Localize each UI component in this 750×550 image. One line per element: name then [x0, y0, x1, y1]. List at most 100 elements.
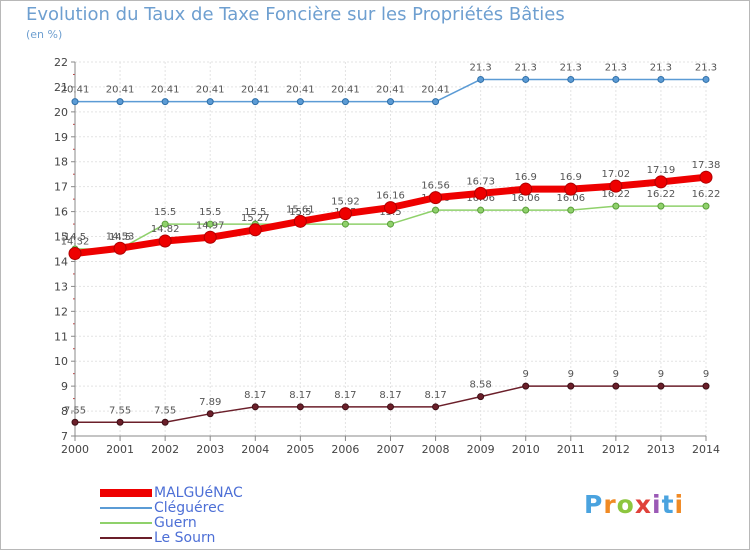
- data-point-3: [702, 382, 710, 390]
- data-label-3: 7.55: [109, 405, 131, 416]
- data-point-3: [387, 403, 394, 411]
- logo-letter: x: [634, 490, 652, 519]
- data-label-3: 9: [703, 369, 709, 380]
- data-point-2: [657, 202, 665, 210]
- data-point-0: [113, 241, 127, 255]
- data-point-1: [116, 98, 124, 106]
- x-tick-label: 2011: [557, 443, 585, 456]
- data-label-2: 16.22: [692, 189, 721, 200]
- x-tick-label: 2009: [467, 443, 495, 456]
- data-point-2: [341, 220, 349, 228]
- y-tick-label: 8: [61, 405, 68, 418]
- legend-label: Cléguérec: [154, 500, 225, 516]
- data-label-1: 21.3: [560, 62, 582, 73]
- x-tick-label: 2007: [377, 443, 405, 456]
- x-tick-label: 2001: [106, 443, 134, 456]
- data-label-1: 21.3: [470, 62, 492, 73]
- data-point-2: [161, 220, 169, 228]
- data-point-3: [116, 418, 124, 426]
- data-point-1: [567, 75, 575, 83]
- logo-letter: i: [674, 490, 685, 519]
- data-point-0: [519, 182, 533, 196]
- x-tick-label: 2004: [241, 443, 269, 456]
- data-label-0: 17.19: [647, 165, 676, 176]
- data-label-3: 9: [568, 369, 574, 380]
- y-tick-label: 22: [54, 56, 68, 69]
- y-tick-label: 13: [54, 280, 68, 293]
- data-point-1: [702, 75, 710, 83]
- data-label-1: 20.41: [286, 85, 315, 96]
- data-point-0: [654, 175, 668, 189]
- x-tick-label: 2014: [692, 443, 720, 456]
- y-tick-label: 11: [54, 330, 68, 343]
- data-point-2: [702, 202, 710, 210]
- data-label-2: 15.5: [244, 207, 266, 218]
- data-point-0: [564, 182, 578, 196]
- data-point-3: [477, 393, 485, 401]
- data-point-3: [161, 418, 169, 426]
- data-point-1: [612, 75, 620, 83]
- legend-label: Le Sourn: [154, 530, 216, 546]
- data-point-2: [522, 206, 530, 214]
- data-point-0: [609, 179, 623, 193]
- data-label-1: 20.41: [151, 85, 180, 96]
- data-label-0: 16.9: [560, 172, 582, 183]
- data-point-0: [293, 214, 307, 228]
- legend-label: MALGUéNAC: [154, 485, 243, 501]
- data-label-0: 15.27: [241, 213, 270, 224]
- y-tick-label: 15: [54, 231, 68, 244]
- data-label-2: 15.5: [154, 207, 176, 218]
- legend-label: Guern: [154, 515, 197, 531]
- data-label-0: 16.9: [515, 172, 537, 183]
- data-point-3: [206, 410, 214, 418]
- data-point-0: [158, 234, 172, 248]
- data-point-3: [567, 382, 575, 390]
- data-label-3: 9: [523, 369, 529, 380]
- data-label-0: 17.38: [692, 160, 721, 171]
- y-tick-label: 17: [54, 181, 68, 194]
- data-point-2: [567, 206, 575, 214]
- data-label-1: 21.3: [605, 62, 627, 73]
- x-tick-label: 2008: [422, 443, 450, 456]
- data-label-1: 21.3: [515, 62, 537, 73]
- logo-letter: r: [603, 490, 617, 519]
- data-point-0: [474, 186, 488, 200]
- data-label-3: 9: [658, 369, 664, 380]
- data-point-3: [522, 382, 530, 390]
- data-label-1: 20.41: [421, 85, 450, 96]
- data-point-1: [522, 75, 530, 83]
- legend-item-guern: Guern: [100, 515, 360, 531]
- data-label-3: 8.17: [379, 390, 401, 401]
- data-label-0: 15.61: [286, 204, 315, 215]
- data-point-1: [387, 98, 394, 106]
- data-point-3: [341, 403, 349, 411]
- data-label-3: 7.89: [199, 397, 221, 408]
- y-tick-label: 16: [54, 206, 68, 219]
- data-label-3: 8.17: [424, 390, 446, 401]
- logo-letter: P: [584, 490, 604, 519]
- data-label-0: 14.53: [106, 231, 135, 242]
- data-label-0: 14.97: [196, 220, 225, 231]
- legend: MALGUéNAC Cléguérec Guern Le Sourn: [100, 485, 360, 546]
- data-point-1: [71, 98, 79, 106]
- data-point-2: [206, 220, 214, 228]
- data-point-3: [657, 382, 665, 390]
- data-label-1: 20.41: [241, 85, 270, 96]
- x-tick-label: 2010: [512, 443, 540, 456]
- data-point-3: [71, 418, 79, 426]
- legend-item-cleguerec: Cléguérec: [100, 500, 360, 516]
- data-label-2: 16.06: [556, 193, 585, 204]
- x-tick-label: 2005: [286, 443, 314, 456]
- data-label-1: 20.41: [196, 85, 225, 96]
- y-tick-label: 9: [61, 380, 68, 393]
- data-label-1: 21.3: [695, 62, 717, 73]
- logo-letter: o: [616, 490, 635, 519]
- data-label-1: 20.41: [331, 85, 360, 96]
- data-label-3: 7.55: [64, 405, 86, 416]
- data-point-2: [387, 220, 394, 228]
- legend-swatch-le-sourn: [100, 537, 152, 539]
- x-tick-label: 2013: [647, 443, 675, 456]
- data-label-1: 21.3: [650, 62, 672, 73]
- y-tick-label: 19: [54, 131, 68, 144]
